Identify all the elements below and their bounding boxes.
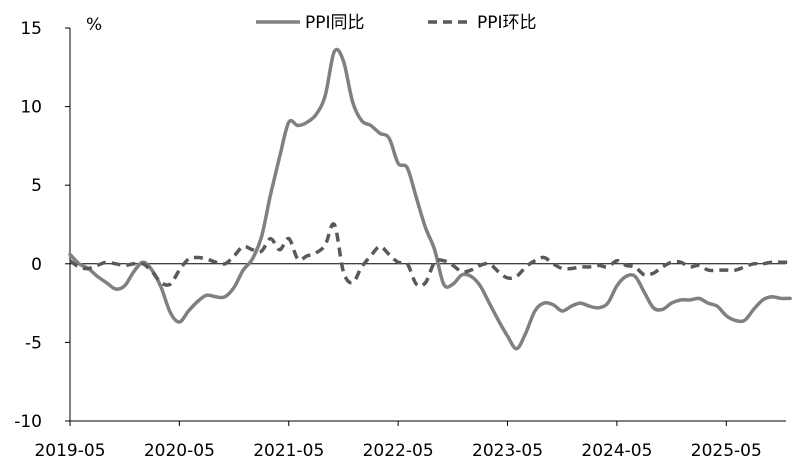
y-tick-label: 10 <box>20 98 42 118</box>
x-tick-label: 2024-05 <box>581 441 652 461</box>
series-lines <box>68 47 792 351</box>
x-tick-label: 2020-05 <box>144 441 215 461</box>
x-axis: 2019-05 2020-05 2021-05 2022-05 2023-05 2024-… <box>34 420 786 461</box>
y-axis: -10 -5 0 5 10 15 <box>14 19 71 432</box>
legend-label-ppi-yoy: PPI同比 <box>305 13 365 33</box>
x-tick-label: 2025-05 <box>691 441 762 461</box>
y-tick-label: 15 <box>20 19 42 39</box>
legend: PPI同比 PPI环比 <box>256 13 537 33</box>
y-tick-label: 0 <box>31 255 42 275</box>
legend-label-ppi-mom: PPI环比 <box>477 13 537 33</box>
x-tick-label: 2019-05 <box>34 441 105 461</box>
x-tick-label: 2023-05 <box>472 441 543 461</box>
y-unit-label: % <box>86 15 102 35</box>
y-tick-label: 5 <box>31 176 42 196</box>
series-line-ppi-mom <box>68 222 791 288</box>
y-tick-label: -10 <box>14 412 42 432</box>
y-tick-label: -5 <box>25 333 42 353</box>
x-tick-label: 2021-05 <box>253 441 324 461</box>
series-line-ppi-yoy <box>68 47 792 351</box>
x-tick-label: 2022-05 <box>363 441 434 461</box>
